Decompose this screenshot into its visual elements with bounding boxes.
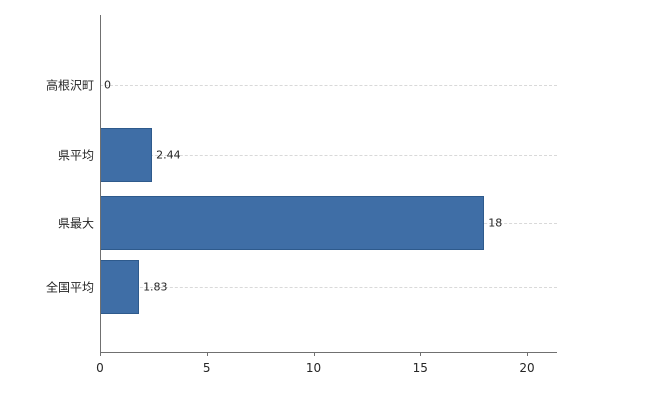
x-axis-tick [313, 352, 315, 356]
bar [100, 196, 485, 250]
x-axis-tick [420, 352, 422, 356]
category-label: 高根沢町 [45, 78, 94, 93]
category-gridline [100, 155, 557, 156]
category-gridline [100, 85, 557, 86]
x-tick-label: 0 [96, 361, 104, 375]
value-label: 0 [104, 78, 111, 92]
category-gridline [100, 287, 557, 288]
value-label: 18 [488, 216, 503, 230]
category-label: 県最大 [57, 216, 94, 231]
value-label: 2.44 [156, 148, 181, 162]
x-tick-label: 5 [202, 361, 211, 375]
y-axis [100, 15, 101, 352]
x-axis [100, 352, 557, 353]
x-tick-label: 10 [305, 361, 322, 375]
bar [100, 128, 153, 182]
x-tick-label: 15 [412, 361, 428, 375]
x-axis-tick [527, 352, 528, 356]
x-axis-tick [100, 352, 101, 356]
category-label: 県平均 [57, 148, 94, 163]
value-label: 1.83 [143, 280, 168, 294]
x-axis-tick [206, 352, 208, 356]
category-label: 全国平均 [45, 280, 94, 295]
x-tick-label: 20 [519, 361, 535, 375]
bar [100, 260, 140, 314]
